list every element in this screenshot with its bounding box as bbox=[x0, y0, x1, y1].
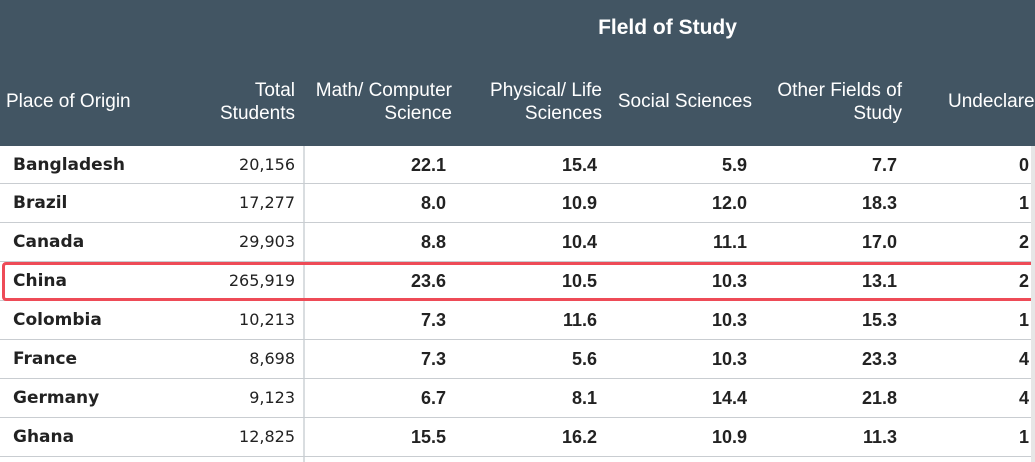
cell-physical: 5.6 bbox=[571, 349, 597, 369]
cell-undeclared: 1 bbox=[1018, 427, 1029, 447]
cell-physical: 10.9 bbox=[561, 193, 597, 213]
cell-other: 13.1 bbox=[861, 271, 897, 291]
table-row: Ghana 12,825 15.5 16.2 10.9 11.3 1 bbox=[0, 418, 1035, 457]
cell-social: 10.3 bbox=[711, 349, 747, 369]
cell-undeclared: 4 bbox=[1018, 349, 1029, 369]
cell-origin: Bangladesh bbox=[13, 155, 125, 175]
table-body: Bangladesh 20,156 22.1 15.4 5.9 7.7 0 Br… bbox=[0, 146, 1035, 457]
table-row: Brazil 17,277 8.0 10.9 12.0 18.3 1 bbox=[0, 184, 1035, 223]
cell-total: 10,213 bbox=[239, 310, 295, 329]
column-divider bbox=[303, 146, 305, 462]
cell-social: 5.9 bbox=[721, 155, 747, 175]
cell-origin: China bbox=[13, 271, 67, 291]
cell-physical: 10.4 bbox=[561, 232, 597, 252]
cell-math: 22.1 bbox=[410, 155, 446, 175]
column-header-undeclared[interactable]: Undeclare bbox=[948, 91, 1035, 112]
cell-undeclared: 1 bbox=[1018, 193, 1029, 213]
cell-origin: Ghana bbox=[13, 427, 75, 447]
cell-math: 7.3 bbox=[420, 349, 446, 369]
cell-math: 8.8 bbox=[420, 232, 446, 252]
highlight-box bbox=[2, 262, 1035, 301]
cell-other: 11.3 bbox=[862, 427, 897, 447]
table-row: France 8,698 7.3 5.6 10.3 23.3 4 bbox=[0, 340, 1035, 379]
cell-social: 11.1 bbox=[712, 232, 747, 252]
cell-physical: 15.4 bbox=[561, 155, 597, 175]
cell-other: 21.8 bbox=[861, 388, 897, 408]
cell-total: 29,903 bbox=[239, 232, 295, 251]
cell-social: 10.9 bbox=[711, 427, 747, 447]
cell-math: 7.3 bbox=[420, 310, 446, 330]
cell-other: 15.3 bbox=[861, 310, 897, 330]
cell-physical: 8.1 bbox=[571, 388, 597, 408]
cell-other: 7.7 bbox=[871, 155, 897, 175]
table-row: Bangladesh 20,156 22.1 15.4 5.9 7.7 0 bbox=[0, 146, 1035, 184]
cell-origin: Canada bbox=[13, 232, 85, 252]
cell-social: 12.0 bbox=[711, 193, 747, 213]
cell-origin: Germany bbox=[13, 388, 100, 408]
cell-total: 12,825 bbox=[239, 427, 295, 446]
cell-origin: France bbox=[13, 349, 78, 369]
cell-math: 23.6 bbox=[410, 271, 446, 291]
table-row: Colombia 10,213 7.3 11.6 10.3 15.3 1 bbox=[0, 301, 1035, 340]
cell-total: 8,698 bbox=[249, 349, 295, 368]
column-header-total-students[interactable]: Total Students bbox=[220, 80, 295, 124]
cell-total: 9,123 bbox=[249, 388, 295, 407]
cell-undeclared: 2 bbox=[1018, 271, 1029, 291]
table-row: Germany 9,123 6.7 8.1 14.4 21.8 4 bbox=[0, 379, 1035, 418]
cell-undeclared: 2 bbox=[1018, 232, 1029, 252]
cell-undeclared: 0 bbox=[1018, 155, 1029, 175]
cell-undeclared: 1 bbox=[1018, 310, 1029, 330]
table-header: Fleld of Study Place of Origin Total Stu… bbox=[0, 0, 1035, 146]
cell-total: 17,277 bbox=[239, 193, 295, 212]
column-header-place-of-origin[interactable]: Place of Origin bbox=[6, 91, 131, 112]
cell-social: 10.3 bbox=[711, 310, 747, 330]
cell-origin: Colombia bbox=[13, 310, 102, 330]
cell-other: 17.0 bbox=[861, 232, 897, 252]
cell-math: 15.5 bbox=[410, 427, 446, 447]
cell-undeclared: 4 bbox=[1018, 388, 1029, 408]
column-header-social-sciences[interactable]: Social Sciences bbox=[617, 91, 752, 112]
scrollbar-edge[interactable] bbox=[1031, 146, 1035, 462]
table-row: Canada 29,903 8.8 10.4 11.1 17.0 2 bbox=[0, 223, 1035, 262]
cell-social: 14.4 bbox=[711, 388, 747, 408]
cell-math: 8.0 bbox=[420, 193, 446, 213]
cell-physical: 16.2 bbox=[561, 427, 597, 447]
field-of-study-header: Fleld of Study bbox=[598, 16, 737, 39]
cell-origin: Brazil bbox=[13, 193, 68, 213]
column-header-physical-life-sciences[interactable]: Physical/ Life Sciences bbox=[490, 80, 602, 124]
column-header-other-fields[interactable]: Other Fields of Study bbox=[777, 80, 902, 124]
column-header-math-computer-science[interactable]: Math/ Computer Science bbox=[315, 80, 452, 124]
cell-physical: 11.6 bbox=[562, 310, 597, 330]
cell-other: 18.3 bbox=[861, 193, 897, 213]
cell-math: 6.7 bbox=[420, 388, 446, 408]
cell-total: 20,156 bbox=[239, 155, 295, 174]
cell-total: 265,919 bbox=[228, 271, 295, 290]
cell-other: 23.3 bbox=[861, 349, 897, 369]
cell-physical: 10.5 bbox=[561, 271, 597, 291]
cell-social: 10.3 bbox=[711, 271, 747, 291]
